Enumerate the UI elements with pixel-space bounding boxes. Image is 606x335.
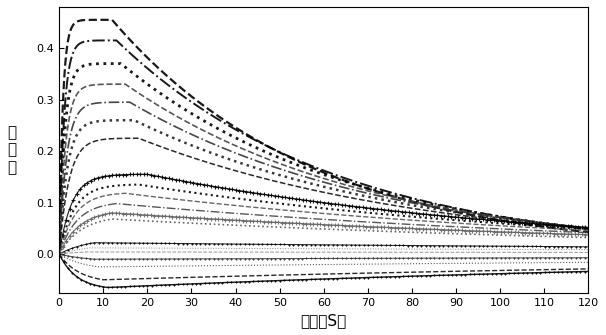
X-axis label: 时间（S）: 时间（S）	[301, 313, 347, 328]
Y-axis label: 响
应
値: 响 应 値	[7, 125, 16, 175]
